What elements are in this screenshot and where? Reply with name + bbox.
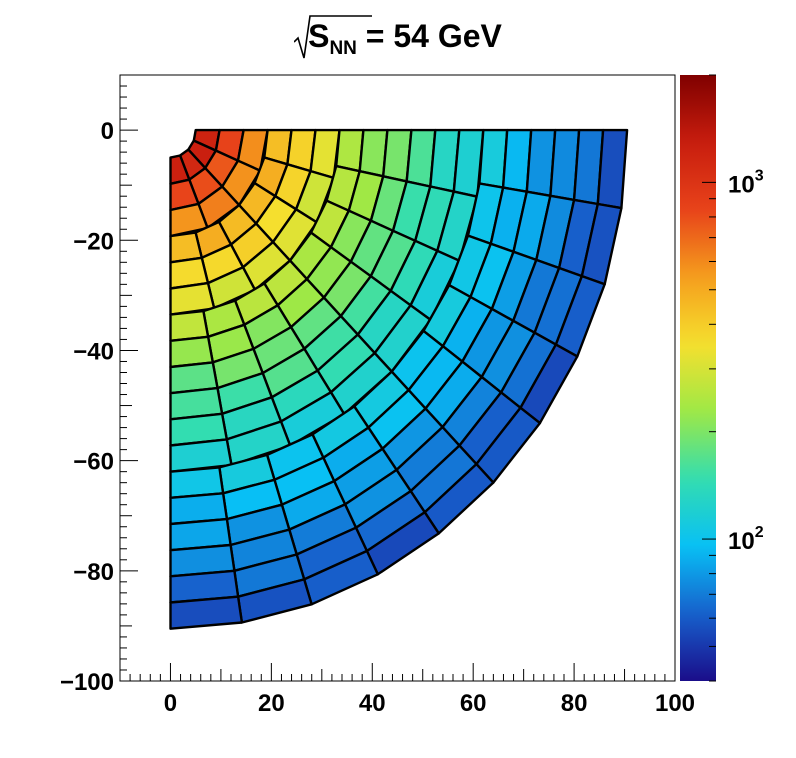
y-tick-label: −100 [60, 669, 114, 696]
title-energy: = 54 GeV [356, 18, 502, 54]
y-tick-label: −40 [73, 338, 114, 365]
y-tick-label: −80 [73, 559, 114, 586]
colorbar [680, 75, 716, 681]
title-base: S [308, 18, 330, 54]
colorbar-label-base: 10 [728, 528, 755, 555]
x-tick-label: 40 [359, 690, 386, 717]
axes: 0 20 40 60 80 100 0 −20 −40 −60 −80 −100 [60, 74, 695, 717]
colorbar-label-base: 10 [728, 171, 755, 198]
y-tick-label: −60 [73, 449, 114, 476]
sqrt-symbol: SNN [294, 15, 373, 60]
detector-cell [596, 128, 629, 210]
detector-cells [169, 128, 629, 630]
colorbar-label-exponent: 2 [755, 524, 764, 541]
x-tick-label: 80 [561, 690, 588, 717]
colorbar-label: 102 [728, 524, 764, 555]
x-tick-label: 20 [258, 690, 285, 717]
detector-cell [169, 595, 244, 630]
x-tick-label: 100 [655, 690, 695, 717]
chart-title: SNN = 54 GeV [0, 15, 796, 60]
colorbar-label-exponent: 3 [755, 167, 764, 184]
y-tick-label: 0 [101, 118, 114, 145]
y-tick-label: −20 [73, 228, 114, 255]
x-tick-label: 60 [460, 690, 487, 717]
x-tick-label: 0 [164, 690, 177, 717]
title-subscript: NN [329, 38, 357, 59]
colorbar-label: 103 [728, 167, 764, 198]
